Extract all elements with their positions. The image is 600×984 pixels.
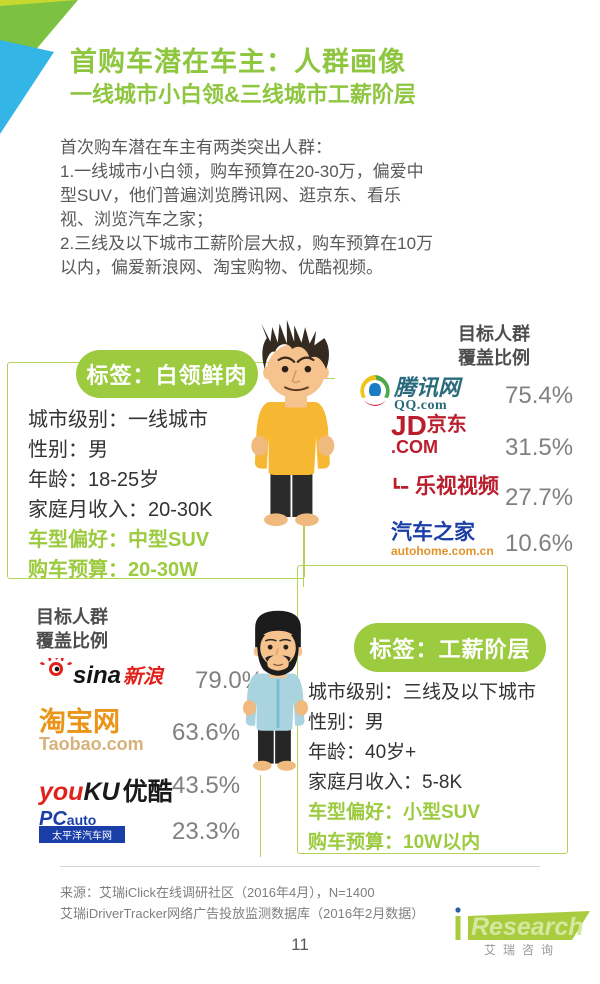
svg-text:Research: Research <box>471 913 584 941</box>
